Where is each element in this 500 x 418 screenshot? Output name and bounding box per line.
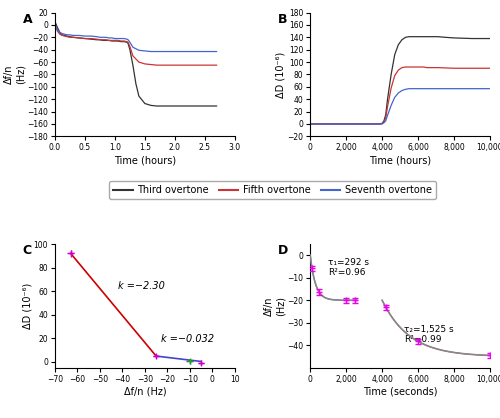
- Text: C: C: [22, 244, 32, 257]
- Text: k =−0.032: k =−0.032: [160, 334, 214, 344]
- Text: D: D: [278, 244, 288, 257]
- Text: k =−2.30: k =−2.30: [118, 281, 165, 291]
- Text: B: B: [278, 13, 287, 25]
- Text: τ₂=1,525 s
R²=0.99: τ₂=1,525 s R²=0.99: [404, 325, 454, 344]
- Text: A: A: [22, 13, 32, 25]
- Y-axis label: Δf/n
(Hz): Δf/n (Hz): [4, 64, 26, 84]
- Y-axis label: Δf/n
(Hz): Δf/n (Hz): [264, 296, 286, 316]
- Y-axis label: ΔD (10⁻⁶): ΔD (10⁻⁶): [276, 51, 286, 97]
- Y-axis label: ΔD (10⁻⁶): ΔD (10⁻⁶): [22, 283, 32, 329]
- Text: τ₁=292 s
R²=0.96: τ₁=292 s R²=0.96: [328, 257, 369, 277]
- X-axis label: Time (hours): Time (hours): [369, 155, 431, 165]
- X-axis label: Time (seconds): Time (seconds): [363, 387, 438, 397]
- X-axis label: Δf/n (Hz): Δf/n (Hz): [124, 387, 166, 397]
- Legend: Third overtone, Fifth overtone, Seventh overtone: Third overtone, Fifth overtone, Seventh …: [109, 181, 436, 199]
- X-axis label: Time (hours): Time (hours): [114, 155, 176, 165]
